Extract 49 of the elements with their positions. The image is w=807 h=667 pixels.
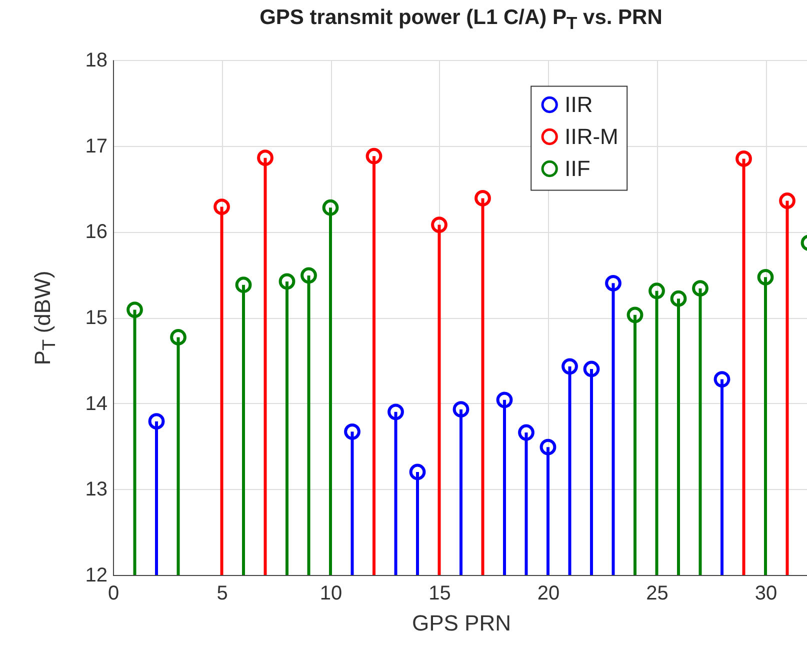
point <box>344 423 360 440</box>
point <box>300 267 317 284</box>
x-tick-label: 15 <box>428 582 451 604</box>
point <box>626 306 644 324</box>
point <box>126 302 143 318</box>
point <box>779 192 796 209</box>
point <box>235 276 252 294</box>
x-axis-title: GPS PRN <box>412 610 512 636</box>
point <box>605 274 622 292</box>
point <box>409 464 426 480</box>
x-tick-label: 25 <box>646 582 668 604</box>
y-tick-label: 14 <box>85 392 108 415</box>
legend-label: IIR-M <box>564 124 618 149</box>
point <box>540 438 556 456</box>
point <box>388 404 404 420</box>
point <box>322 199 339 216</box>
point <box>452 401 470 418</box>
point <box>431 216 448 233</box>
point <box>670 290 687 307</box>
point <box>648 282 665 300</box>
point <box>366 148 382 164</box>
point <box>714 371 730 388</box>
y-tick-label: 15 <box>85 307 108 329</box>
point <box>736 150 752 167</box>
point <box>583 360 600 378</box>
y-tick-label: 16 <box>85 221 108 244</box>
y-tick-label: 13 <box>85 478 108 501</box>
legend-label: IIF <box>564 156 590 181</box>
point <box>692 280 708 297</box>
point <box>474 190 491 206</box>
point <box>562 358 578 375</box>
x-tick-label: 10 <box>320 582 342 604</box>
point <box>278 273 296 290</box>
chart-title: GPS transmit power (L1 C/A) P$_{T}$ vs. PRN <box>258 6 664 34</box>
x-tick-label: 0 <box>108 582 120 604</box>
point <box>757 268 774 286</box>
y-tick-label: 17 <box>85 135 108 158</box>
point <box>148 413 165 430</box>
point <box>214 198 230 215</box>
legend-label: IIR <box>564 92 593 117</box>
x-tick-label: 30 <box>754 582 778 604</box>
point <box>496 392 513 408</box>
x-tick-label: 20 <box>537 582 560 604</box>
y-tick-label: 18 <box>85 50 108 72</box>
y-tick-label: 12 <box>85 564 108 586</box>
x-tick-label: 5 <box>216 582 228 604</box>
point <box>257 150 274 166</box>
point <box>518 424 534 441</box>
point <box>170 329 186 346</box>
